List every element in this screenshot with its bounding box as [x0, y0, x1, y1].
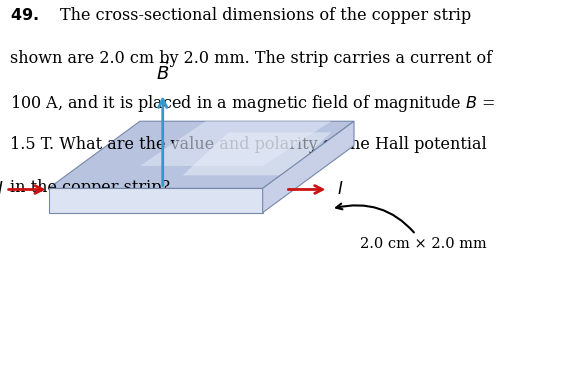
Text: 100 A, and it is placed in a magnetic field of magnitude $B$ =: 100 A, and it is placed in a magnetic fi…	[10, 93, 495, 114]
Text: shown are 2.0 cm by 2.0 mm. The strip carries a current of: shown are 2.0 cm by 2.0 mm. The strip ca…	[10, 50, 492, 68]
Text: $I$: $I$	[337, 181, 343, 198]
Text: The cross-sectional dimensions of the copper strip: The cross-sectional dimensions of the co…	[60, 7, 471, 25]
Text: 2.0 cm × 2.0 mm: 2.0 cm × 2.0 mm	[336, 204, 486, 251]
Polygon shape	[49, 121, 354, 188]
Polygon shape	[263, 121, 354, 213]
Polygon shape	[140, 121, 331, 166]
Text: in the copper strip?: in the copper strip?	[10, 179, 170, 196]
Polygon shape	[49, 188, 263, 213]
Text: $\vec{B}$: $\vec{B}$	[156, 61, 170, 84]
Text: 1.5 T. What are the value and polarity of the Hall potential: 1.5 T. What are the value and polarity o…	[10, 136, 487, 153]
Text: $\mathbf{49.}$: $\mathbf{49.}$	[10, 7, 39, 25]
Polygon shape	[183, 132, 331, 175]
Text: $I$: $I$	[0, 181, 3, 198]
